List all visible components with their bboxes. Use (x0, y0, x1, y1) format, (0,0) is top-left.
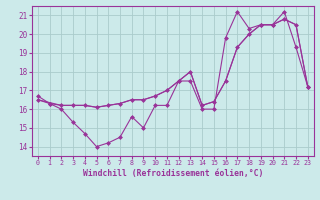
X-axis label: Windchill (Refroidissement éolien,°C): Windchill (Refroidissement éolien,°C) (83, 169, 263, 178)
